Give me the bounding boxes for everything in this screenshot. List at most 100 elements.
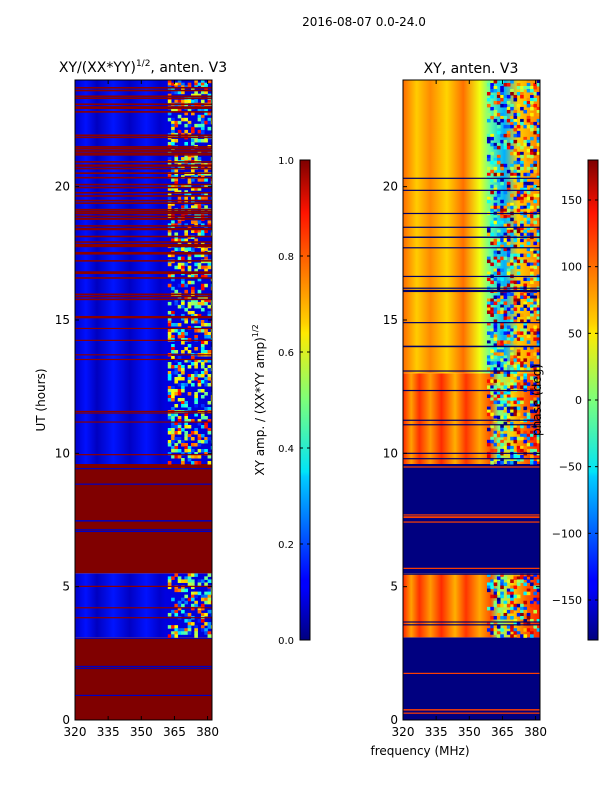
heatmap-cell bbox=[181, 585, 185, 590]
heatmap-cell bbox=[536, 364, 540, 368]
heatmap-cell bbox=[191, 461, 195, 465]
heatmap-cell bbox=[520, 448, 524, 453]
heatmap-cell bbox=[191, 178, 195, 182]
heatmap-cell bbox=[493, 277, 498, 282]
heatmap-cell bbox=[533, 376, 537, 380]
heatmap-cell bbox=[496, 193, 501, 198]
heatmap-cell bbox=[204, 90, 208, 95]
heatmap-cell bbox=[200, 126, 205, 131]
heatmap-cell bbox=[204, 368, 208, 372]
heatmap-cell bbox=[171, 434, 175, 438]
heatmap-cell bbox=[510, 262, 514, 267]
heatmap-cell bbox=[171, 148, 175, 152]
heatmap-cell bbox=[184, 404, 188, 408]
heatmap-cell bbox=[503, 292, 508, 297]
heatmap-cell bbox=[210, 329, 212, 333]
heatmap-cell bbox=[204, 82, 208, 86]
heatmap-cell bbox=[506, 124, 511, 129]
heatmap-cell bbox=[513, 573, 518, 577]
heatmap-row bbox=[403, 389, 540, 392]
heatmap-cell bbox=[496, 439, 501, 444]
heatmap-cell bbox=[513, 151, 518, 156]
heatmap-cell bbox=[496, 295, 501, 300]
heatmap-cell bbox=[503, 331, 508, 335]
heatmap-cell bbox=[167, 99, 172, 104]
heatmap-cell bbox=[496, 268, 501, 273]
heatmap-cell bbox=[204, 576, 208, 580]
heatmap-cell bbox=[536, 579, 540, 583]
heatmap-cell bbox=[513, 160, 518, 165]
heatmap-cell bbox=[184, 320, 188, 324]
heatmap-cell bbox=[513, 622, 518, 626]
heatmap-cell bbox=[204, 88, 208, 92]
heatmap-cell bbox=[486, 606, 491, 611]
heatmap-cell bbox=[530, 175, 534, 180]
heatmap-cell bbox=[493, 145, 498, 150]
heatmap-cell bbox=[490, 606, 494, 611]
heatmap-cell bbox=[191, 606, 195, 611]
heatmap-cell bbox=[516, 280, 521, 285]
heatmap-cell bbox=[533, 409, 537, 414]
heatmap-cell bbox=[516, 457, 521, 462]
heatmap-cell bbox=[493, 370, 498, 374]
heatmap-cell bbox=[500, 331, 504, 335]
heatmap-cell bbox=[533, 163, 537, 168]
heatmap-cell bbox=[194, 274, 198, 279]
heatmap-cell bbox=[536, 367, 540, 371]
heatmap-cell bbox=[523, 385, 528, 389]
heatmap-cell bbox=[536, 106, 540, 111]
heatmap-cell bbox=[500, 139, 504, 144]
heatmap-cell bbox=[207, 304, 212, 309]
heatmap-cell bbox=[500, 304, 504, 308]
heatmap-cell bbox=[493, 319, 498, 323]
heatmap-cell bbox=[516, 412, 521, 417]
heatmap-cell bbox=[530, 181, 534, 186]
heatmap-row bbox=[75, 272, 212, 275]
heatmap-cell bbox=[191, 374, 195, 378]
heatmap-cell bbox=[516, 622, 521, 626]
heatmap-cell bbox=[207, 117, 212, 122]
heatmap-cell bbox=[536, 334, 540, 338]
heatmap-cell bbox=[187, 280, 192, 285]
heatmap-cell bbox=[204, 256, 208, 261]
heatmap-cell bbox=[177, 398, 182, 402]
heatmap-cell bbox=[500, 391, 504, 395]
phase-xlabel: frequency (MHz) bbox=[370, 744, 469, 758]
heatmap-cell bbox=[536, 277, 540, 282]
heatmap-cell bbox=[167, 428, 172, 432]
heatmap-cell bbox=[533, 151, 537, 156]
heatmap-cell bbox=[486, 172, 491, 177]
heatmap-row bbox=[75, 607, 212, 609]
heatmap-row bbox=[75, 146, 212, 148]
heatmap-cell bbox=[207, 579, 212, 583]
heatmap-cell bbox=[167, 634, 172, 638]
heatmap-cell bbox=[536, 136, 540, 141]
heatmap-cell bbox=[187, 425, 192, 429]
heatmap-cell bbox=[194, 603, 198, 608]
heatmap-cell bbox=[510, 280, 514, 285]
heatmap-cell bbox=[177, 600, 182, 605]
heatmap-cell bbox=[204, 196, 208, 200]
heatmap-cell bbox=[187, 123, 192, 128]
heatmap-cell bbox=[187, 631, 192, 635]
heatmap-cell bbox=[533, 597, 537, 602]
heatmap-cell bbox=[516, 166, 521, 171]
heatmap-cell bbox=[536, 232, 540, 237]
heatmap-cell bbox=[536, 187, 540, 192]
heatmap-cell bbox=[197, 187, 202, 191]
heatmap-cell bbox=[204, 597, 208, 602]
heatmap-cell bbox=[167, 283, 172, 288]
heatmap-row bbox=[403, 290, 540, 293]
heatmap-cell bbox=[503, 616, 508, 620]
heatmap-cell bbox=[210, 588, 212, 593]
heatmap-cell bbox=[530, 628, 534, 632]
heatmap-cell bbox=[187, 359, 192, 363]
heatmap-cell bbox=[523, 184, 528, 189]
heatmap-cell bbox=[181, 90, 185, 95]
heatmap-cell bbox=[181, 628, 185, 632]
heatmap-cell bbox=[210, 440, 212, 444]
heatmap-cell bbox=[533, 82, 537, 87]
heatmap-cell bbox=[496, 631, 501, 635]
heatmap-cell bbox=[167, 310, 172, 315]
heatmap-cell bbox=[530, 406, 534, 411]
